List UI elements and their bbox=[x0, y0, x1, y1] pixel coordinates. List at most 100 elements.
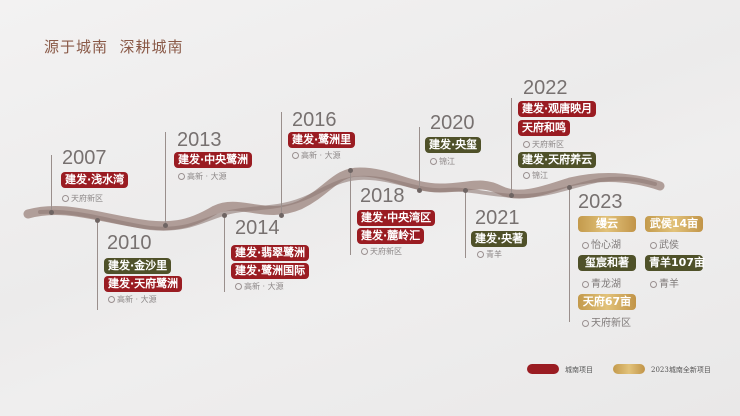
legend-swatch-city-south bbox=[527, 364, 559, 374]
project-tag: 建发·鹭洲国际 bbox=[231, 263, 310, 279]
location-text: 青羊 bbox=[659, 279, 679, 290]
location-pin-icon bbox=[430, 158, 437, 165]
location-pin-icon bbox=[477, 251, 484, 258]
location-text: 高新 · 大源 bbox=[301, 151, 341, 160]
milestone-line bbox=[281, 112, 282, 215]
legend-label: 2023城南全新项目 bbox=[651, 366, 711, 374]
location-label: 锦江 bbox=[523, 170, 548, 181]
milestone-line bbox=[419, 127, 420, 190]
location-label: 青龙湖 bbox=[582, 275, 621, 290]
location-text: 天府新区 bbox=[591, 318, 631, 329]
page-title: 源于城南 深耕城南 bbox=[44, 38, 184, 56]
location-pin-icon bbox=[292, 152, 299, 159]
project-tag: 建发·央玺 bbox=[425, 137, 482, 153]
location-label: 青羊 bbox=[650, 275, 679, 290]
location-label: 天府新区 bbox=[62, 193, 103, 204]
location-text: 青龙湖 bbox=[591, 279, 621, 290]
milestone-year: 2021 bbox=[475, 207, 520, 229]
milestone-dot bbox=[348, 168, 353, 173]
project-tag: 建发·央著 bbox=[471, 231, 528, 247]
location-text: 锦江 bbox=[439, 157, 455, 166]
location-pin-icon bbox=[650, 241, 657, 249]
location-label: 高新 · 大源 bbox=[178, 171, 227, 182]
project-tag: 缦云 bbox=[578, 216, 636, 232]
milestone-line bbox=[569, 187, 570, 322]
location-pin-icon bbox=[235, 283, 242, 290]
milestone-dot bbox=[417, 188, 422, 193]
location-pin-icon bbox=[361, 248, 368, 255]
milestone-line bbox=[165, 132, 166, 225]
project-tag: 建发·中央湾区 bbox=[357, 210, 436, 226]
project-tag: 建发·麓岭汇 bbox=[357, 228, 425, 244]
milestone-dot bbox=[567, 185, 572, 190]
location-label: 武侯 bbox=[650, 236, 679, 251]
location-pin-icon bbox=[523, 172, 530, 179]
project-tag: 建发·翡翠鹭洲 bbox=[231, 245, 310, 261]
milestone-line bbox=[350, 170, 351, 255]
milestone-year: 2018 bbox=[360, 185, 405, 207]
project-tag: 天府和鸣 bbox=[518, 120, 570, 136]
location-label: 天府新区 bbox=[582, 314, 631, 329]
milestone-year: 2020 bbox=[430, 112, 475, 134]
location-text: 高新 · 大源 bbox=[244, 282, 284, 291]
location-pin-icon bbox=[582, 241, 589, 249]
location-pin-icon bbox=[582, 319, 589, 327]
location-label: 锦江 bbox=[430, 156, 455, 167]
location-pin-icon bbox=[108, 296, 115, 303]
project-tag: 武侯14亩 bbox=[645, 216, 703, 232]
location-pin-icon bbox=[650, 280, 657, 288]
location-text: 天府新区 bbox=[532, 140, 564, 149]
milestone-line bbox=[97, 220, 98, 310]
legend-swatch-2023-new bbox=[613, 364, 645, 374]
location-text: 天府新区 bbox=[71, 194, 103, 203]
milestone-line bbox=[224, 215, 225, 292]
milestone-dot bbox=[463, 188, 468, 193]
milestone-year: 2014 bbox=[235, 217, 280, 239]
milestone-dot bbox=[509, 193, 514, 198]
location-text: 天府新区 bbox=[370, 247, 402, 256]
project-tag: 青羊107亩 bbox=[645, 255, 705, 271]
location-text: 锦江 bbox=[532, 171, 548, 180]
milestone-dot bbox=[95, 218, 100, 223]
project-tag: 建发·鹭洲里 bbox=[288, 132, 356, 148]
project-tag: 建发·天府养云 bbox=[518, 152, 597, 168]
location-pin-icon bbox=[582, 280, 589, 288]
location-text: 高新 · 大源 bbox=[117, 295, 157, 304]
legend-label: 城南项目 bbox=[565, 366, 593, 374]
location-text: 青羊 bbox=[486, 250, 502, 259]
milestone-year: 2022 bbox=[523, 77, 568, 99]
milestone-line bbox=[51, 155, 52, 212]
milestone-dot bbox=[49, 210, 54, 215]
milestone-dot bbox=[222, 213, 227, 218]
milestone-dot bbox=[279, 213, 284, 218]
project-tag: 建发·观唐映月 bbox=[518, 101, 597, 117]
milestone-year: 2007 bbox=[62, 147, 107, 169]
location-label: 青羊 bbox=[477, 249, 502, 260]
location-label: 高新 · 大源 bbox=[235, 281, 284, 292]
milestone-year: 2010 bbox=[107, 232, 152, 254]
location-text: 怡心湖 bbox=[591, 240, 621, 251]
location-pin-icon bbox=[523, 141, 530, 148]
project-tag: 天府67亩 bbox=[578, 294, 636, 310]
project-tag: 建发·中央鹭洲 bbox=[174, 152, 253, 168]
location-pin-icon bbox=[62, 195, 69, 202]
project-tag: 玺宸和著 bbox=[578, 255, 636, 271]
location-label: 高新 · 大源 bbox=[108, 294, 157, 305]
project-tag: 建发·浅水湾 bbox=[61, 172, 129, 188]
project-tag: 建发·金沙里 bbox=[104, 258, 172, 274]
location-text: 高新 · 大源 bbox=[187, 172, 227, 181]
location-pin-icon bbox=[178, 173, 185, 180]
location-label: 天府新区 bbox=[523, 139, 564, 150]
milestone-year: 2023 bbox=[578, 191, 623, 213]
milestone-year: 2016 bbox=[292, 109, 337, 131]
location-label: 天府新区 bbox=[361, 246, 402, 257]
milestone-line bbox=[511, 98, 512, 195]
milestone-year: 2013 bbox=[177, 129, 222, 151]
location-text: 武侯 bbox=[659, 240, 679, 251]
location-label: 高新 · 大源 bbox=[292, 150, 341, 161]
milestone-line bbox=[465, 190, 466, 258]
project-tag: 建发·天府鹭洲 bbox=[104, 276, 183, 292]
location-label: 怡心湖 bbox=[582, 236, 621, 251]
milestone-dot bbox=[163, 223, 168, 228]
